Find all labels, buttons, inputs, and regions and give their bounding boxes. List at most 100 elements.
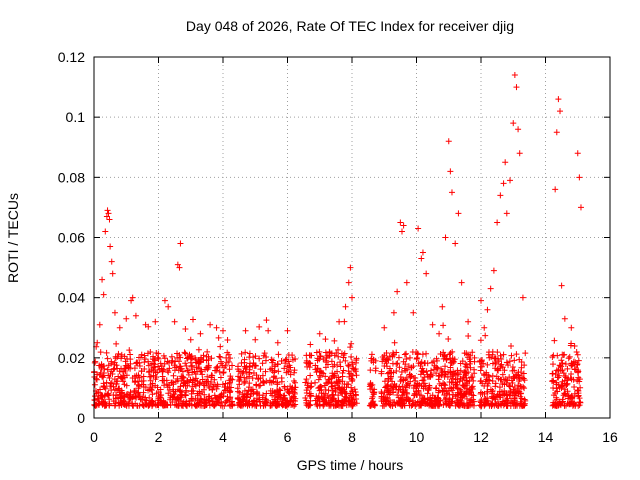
data-point	[212, 401, 219, 408]
data-point	[318, 394, 325, 401]
data-point	[410, 385, 417, 392]
data-point	[154, 369, 161, 376]
data-point	[332, 402, 339, 409]
data-point	[179, 389, 186, 396]
data-point	[97, 349, 104, 356]
data-point	[133, 372, 140, 379]
data-point	[441, 368, 448, 375]
data-point	[395, 394, 402, 401]
data-point	[562, 374, 569, 381]
data-point	[442, 395, 449, 402]
data-point	[105, 362, 112, 369]
data-point	[345, 279, 352, 286]
data-point	[147, 348, 154, 355]
data-point	[441, 373, 448, 380]
data-point	[368, 351, 375, 358]
data-point	[489, 348, 496, 355]
data-point	[387, 373, 394, 380]
data-point	[382, 357, 389, 364]
data-point	[511, 384, 518, 391]
data-point	[133, 394, 140, 401]
data-point	[329, 394, 336, 401]
data-point	[566, 353, 573, 360]
data-point	[450, 358, 457, 365]
data-point	[196, 381, 203, 388]
data-point	[131, 365, 138, 372]
data-point	[460, 382, 467, 389]
data-point	[516, 388, 523, 395]
data-point	[149, 391, 156, 398]
data-point	[406, 371, 413, 378]
data-point	[265, 327, 272, 334]
data-point	[471, 358, 478, 365]
data-point	[184, 402, 191, 409]
data-point	[304, 384, 311, 391]
data-point	[167, 392, 174, 399]
data-point	[215, 396, 222, 403]
data-point	[271, 389, 278, 396]
data-point	[450, 391, 457, 398]
data-point	[291, 386, 298, 393]
data-point	[445, 401, 452, 408]
data-point	[521, 396, 528, 403]
data-point	[242, 327, 249, 334]
data-point	[549, 370, 556, 377]
data-point	[520, 402, 527, 409]
data-point	[174, 375, 181, 382]
data-point	[246, 354, 253, 361]
data-point	[434, 402, 441, 409]
data-point	[459, 377, 466, 384]
data-point	[465, 318, 472, 325]
data-point	[316, 402, 323, 409]
data-point	[270, 400, 277, 407]
data-point	[442, 234, 449, 241]
data-point	[390, 384, 397, 391]
data-point	[249, 375, 256, 382]
data-point	[555, 96, 562, 103]
data-point	[221, 402, 228, 409]
data-point	[431, 362, 438, 369]
data-point	[286, 362, 293, 369]
data-point	[181, 391, 188, 398]
data-point	[492, 380, 499, 387]
data-point	[155, 355, 162, 362]
data-point	[182, 350, 189, 357]
data-point	[92, 358, 99, 365]
data-point	[368, 382, 375, 389]
data-point	[194, 390, 201, 397]
data-point	[270, 378, 277, 385]
data-point	[215, 334, 222, 341]
data-point	[268, 356, 275, 363]
data-point	[159, 367, 166, 374]
data-point	[126, 396, 133, 403]
data-point	[455, 210, 462, 217]
data-point	[560, 352, 567, 359]
data-point	[346, 398, 353, 405]
data-point	[576, 376, 583, 383]
data-point	[390, 309, 397, 316]
data-point	[111, 359, 118, 366]
data-point	[169, 399, 176, 406]
x-tick-label: 6	[284, 429, 292, 445]
data-point	[458, 388, 465, 395]
data-point	[134, 359, 141, 366]
data-point	[499, 371, 506, 378]
data-point	[255, 376, 262, 383]
data-point	[140, 389, 147, 396]
data-point	[303, 399, 310, 406]
data-point	[496, 384, 503, 391]
x-tick-label: 2	[155, 429, 163, 445]
data-point	[286, 390, 293, 397]
data-point	[120, 398, 127, 405]
data-point	[302, 394, 309, 401]
data-point	[141, 365, 148, 372]
data-point	[335, 353, 342, 360]
y-tick-label: 0.12	[58, 49, 85, 65]
data-point	[194, 400, 201, 407]
data-point	[160, 400, 167, 407]
data-point	[241, 387, 248, 394]
data-point	[146, 394, 153, 401]
data-point	[432, 385, 439, 392]
data-point	[229, 362, 236, 369]
data-point	[469, 383, 476, 390]
